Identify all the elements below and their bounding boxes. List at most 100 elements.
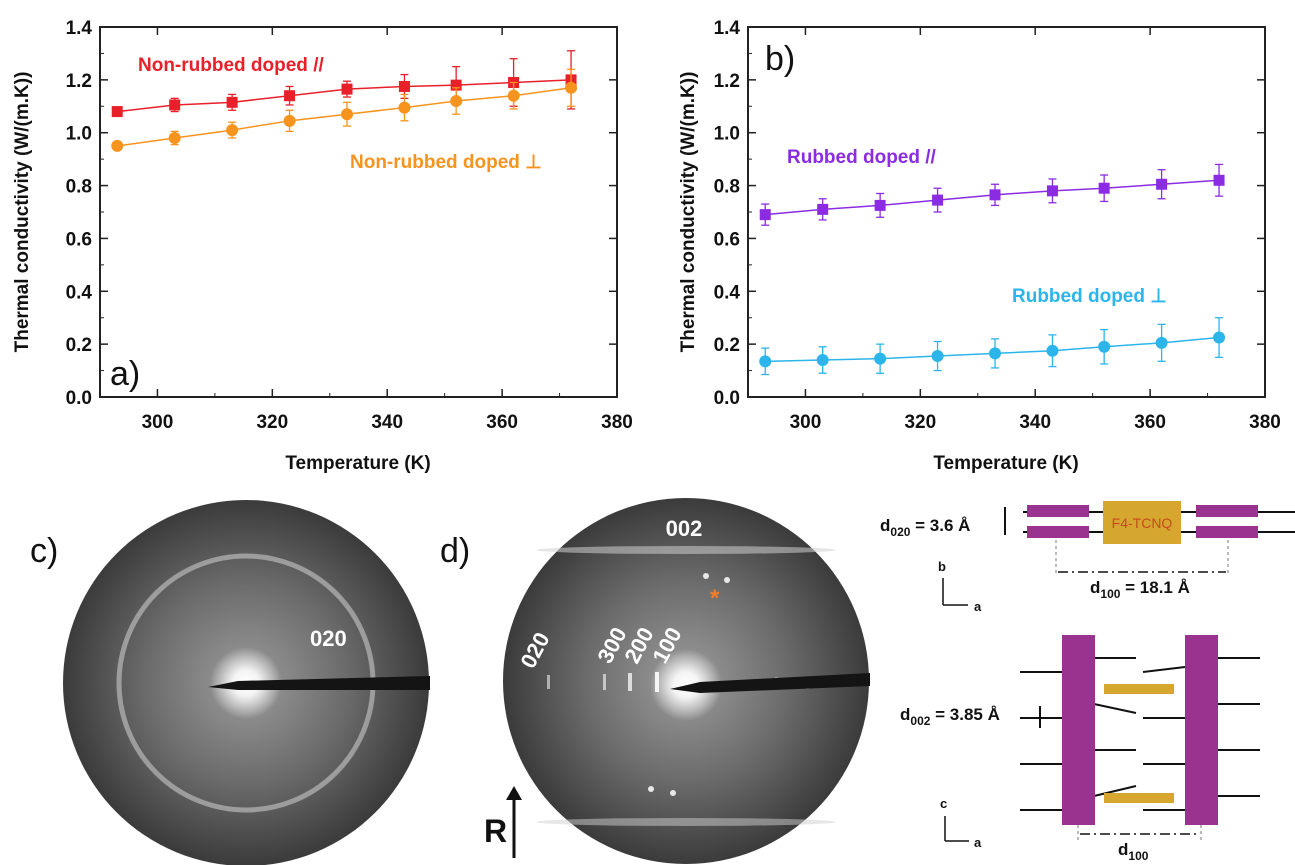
x-tick-label: 340 — [1019, 412, 1051, 433]
axis-c: c — [940, 796, 947, 811]
polymer-segment — [1027, 526, 1089, 538]
x-axis-label: Temperature (K) — [933, 453, 1078, 474]
y-tick-label: 0.0 — [714, 388, 740, 409]
data-point — [111, 106, 123, 118]
data-point — [398, 101, 411, 114]
arc-reflection-002-top — [536, 546, 836, 554]
schematic-top: F4-TCNQ d020 = 3.6 Å d100 = 18.1 Å b a — [880, 501, 1295, 614]
panel-label: a) — [110, 355, 140, 393]
data-point — [111, 139, 124, 152]
series-label-rubbed-parallel: Rubbed doped // — [787, 147, 937, 168]
dopant-bar — [1104, 684, 1174, 694]
spot — [724, 577, 730, 583]
data-point — [507, 89, 520, 102]
data-point — [932, 194, 944, 206]
series-group — [111, 50, 578, 152]
data-point — [816, 354, 829, 366]
axis-ticks: 300 320 340 360 380 0.0 0.2 0.4 0.6 0.8 1.0 1.2 1.4 — [714, 18, 1281, 433]
data-point — [341, 83, 353, 95]
axis-a: a — [974, 835, 982, 850]
y-tick-label: 1.2 — [714, 71, 740, 92]
x-tick-label: 380 — [1249, 412, 1281, 433]
y-tick-label: 0.4 — [714, 282, 741, 303]
y-tick-label: 0.2 — [714, 335, 740, 356]
data-point — [450, 95, 463, 107]
spot — [670, 790, 676, 796]
data-point — [874, 199, 886, 211]
y-tick-label: 1.0 — [66, 124, 92, 145]
y-tick-label: 0.2 — [66, 335, 92, 356]
data-point — [168, 132, 181, 144]
d100-label: d100 — [1118, 840, 1149, 863]
d020-label: d020 = 3.6 Å — [880, 516, 970, 539]
data-point — [283, 114, 296, 127]
y-tick-label: 0.8 — [66, 177, 92, 198]
x-tick-label: 360 — [486, 412, 518, 433]
beam-stop — [670, 673, 870, 693]
label-002: 002 — [666, 516, 703, 541]
data-point — [1213, 174, 1225, 186]
data-point — [759, 355, 772, 368]
y-tick-label: 0.0 — [66, 388, 92, 409]
axis-ticks: 300 320 340 360 380 0.0 0.2 0.4 0.6 0.8 1.0 1.2 1.4 — [66, 18, 633, 433]
data-point — [341, 108, 354, 121]
series-group — [759, 163, 1226, 376]
y-tick-label: 0.6 — [66, 229, 92, 250]
diffraction-panel-c: c) 020 — [30, 500, 430, 865]
data-point — [989, 347, 1002, 360]
x-tick-label: 320 — [904, 412, 936, 433]
chart-panel-b: 300 320 340 360 3800.00.20.40.60.81.01.21.4 … — [678, 18, 1281, 474]
polymer-segment — [1027, 505, 1089, 517]
data-point — [226, 124, 239, 137]
polymer-segment — [1196, 526, 1258, 538]
series-label-non-rubbed-perp: Non-rubbed doped ⊥ — [350, 152, 542, 173]
reflection-200 — [628, 673, 632, 691]
d002-label: d002 = 3.85 Å — [900, 705, 1000, 728]
series-label-non-rubbed-parallel: Non-rubbed doped // — [138, 55, 324, 76]
data-point — [989, 189, 1001, 201]
x-tick-label: 360 — [1134, 412, 1166, 433]
beam-center-glow — [650, 649, 722, 721]
rubbing-arrow-head — [506, 786, 522, 800]
data-point — [1046, 185, 1058, 197]
y-tick-label: 0.4 — [66, 282, 93, 303]
axis-b: b — [938, 559, 946, 574]
rubbing-label: R — [484, 813, 507, 849]
spot — [703, 573, 709, 579]
axis-a: a — [974, 599, 982, 614]
series-label-rubbed-perp: Rubbed doped ⊥ — [1012, 286, 1167, 307]
x-axis-label: Temperature (K) — [285, 453, 430, 474]
data-point — [398, 80, 410, 92]
y-axis-label: Thermal conductivity (W/(m.K)) — [678, 72, 699, 353]
polymer-backbone — [1062, 635, 1095, 825]
data-point — [450, 79, 462, 91]
data-point — [817, 203, 829, 215]
data-point — [931, 350, 944, 363]
schematic-bottom: d002 = 3.85 Å d100 c a — [900, 635, 1260, 863]
data-point — [284, 90, 296, 102]
dopant-bar — [1104, 793, 1174, 803]
x-tick-label: 380 — [601, 412, 633, 433]
beam-stop — [208, 676, 430, 690]
y-tick-label: 1.2 — [66, 71, 92, 92]
arc-reflection-002-bottom — [536, 818, 836, 826]
data-point — [1156, 178, 1168, 190]
panel-label: b) — [765, 40, 795, 78]
panel-label: c) — [30, 532, 58, 570]
data-point — [169, 99, 181, 111]
chart-panel-a: 300 320 340 360 3800.00.20.40.60.81.01.21.4 … — [12, 18, 633, 474]
d100-label: d100 = 18.1 Å — [1090, 578, 1190, 601]
y-axis-label: Thermal conductivity (W/(m.K)) — [12, 72, 33, 353]
y-tick-label: 1.0 — [714, 124, 740, 145]
data-point — [1098, 340, 1111, 353]
data-point — [1046, 344, 1059, 357]
spot — [648, 786, 654, 792]
reflection-020 — [547, 675, 550, 689]
y-tick-label: 1.4 — [714, 18, 741, 39]
data-point — [874, 352, 887, 365]
data-point — [1155, 336, 1168, 349]
diffraction-panel-d: d) 002 * 020 300 200 100 R — [440, 498, 870, 864]
x-tick-label: 320 — [256, 412, 288, 433]
polymer-backbone — [1185, 635, 1218, 825]
